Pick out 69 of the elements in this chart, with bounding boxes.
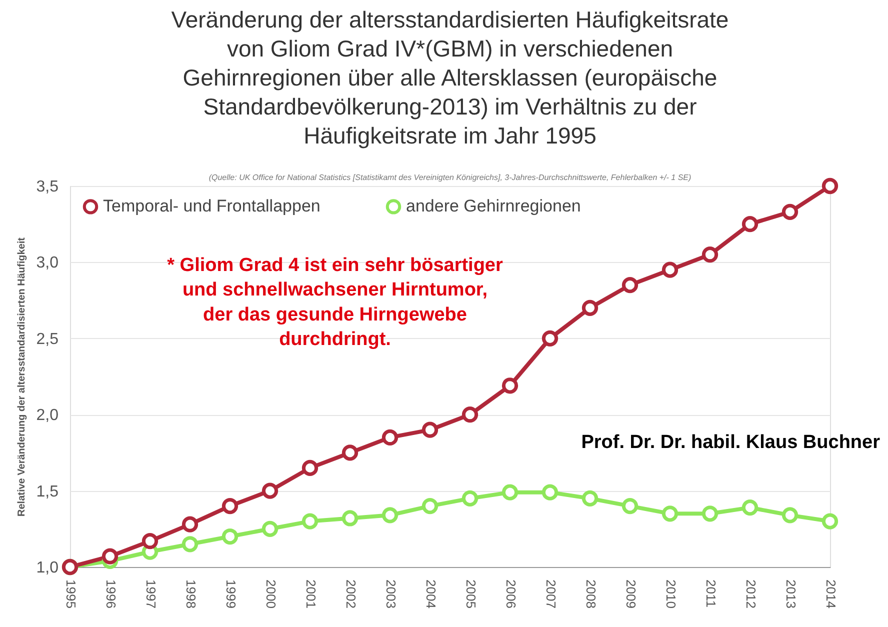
point — [342, 510, 358, 526]
text: (Quelle: UK Office for National Statistics [Statistikamt des Vereinigten Königreichs], 3-Jahres-Durchschnittswerte, Fehlerbalken +/- 1 SE) — [208, 173, 692, 182]
x-tick-label: 1999 — [224, 580, 238, 608]
x-tick-label: 2000 — [264, 580, 278, 608]
point — [702, 246, 718, 263]
x-tick-label: 2003 — [384, 580, 398, 608]
point — [702, 506, 718, 522]
x-tick-label: 2008 — [584, 580, 598, 608]
point — [222, 498, 238, 514]
x-tick-label: 1996 — [104, 580, 118, 608]
point — [782, 204, 798, 220]
chart-title: Veränderung der altersstandardisierten Häufigkeitsrate von Gliom Grad IV*(GBM) in verschiedenen Gehirnregionen über alle Altersklassen (europäische Standardbevölkerung-2013) im Verhältnis zu der Häufigkeitsrate im Jahr 1995 — [171, 6, 729, 149]
point — [382, 507, 398, 524]
point — [662, 262, 678, 278]
point — [382, 429, 398, 446]
point — [462, 490, 478, 506]
y-tick-label: 2,5 — [36, 330, 59, 348]
y-tick-label: 3,5 — [36, 178, 59, 196]
y-tick-label: 3,0 — [36, 254, 59, 272]
legend-label: Temporal- und Frontallappen — [103, 196, 320, 216]
point — [622, 276, 638, 294]
point — [822, 178, 838, 194]
x-tick-label: 2004 — [424, 580, 438, 608]
point — [102, 548, 118, 564]
x-tick-label: 2002 — [344, 580, 358, 608]
x-tick-label: 2010 — [664, 580, 678, 608]
point — [782, 507, 798, 524]
point — [302, 460, 318, 476]
point — [742, 500, 758, 516]
annotation: * Gliom Grad 4 ist ein sehr bösartiger und schnellwachsener Hirntumor, der das gesunde Hirngewebe durchdringt. — [167, 255, 504, 350]
x-tick-label: 2014 — [824, 580, 838, 608]
x-tick-label: 1997 — [144, 580, 158, 608]
point — [582, 300, 598, 316]
y-tick-label: 2,0 — [36, 407, 59, 424]
point — [822, 513, 838, 530]
x-tick-label: 2007 — [544, 580, 558, 608]
legend-label: andere Gehirnregionen — [406, 196, 581, 216]
point — [182, 516, 198, 532]
x-tick-label: 2005 — [464, 580, 478, 608]
y-axis-title: Relative Veränderung der altersstandardisierten Häufigkeit — [16, 236, 28, 516]
point — [502, 378, 518, 394]
point — [582, 490, 598, 506]
point — [742, 216, 758, 232]
point — [342, 444, 358, 461]
point — [262, 482, 278, 499]
x-tick-label: 2011 — [704, 580, 718, 608]
point — [142, 533, 158, 550]
point — [462, 406, 478, 423]
x-tick-label: 2001 — [304, 580, 318, 608]
x-tick-label: 1998 — [184, 580, 198, 608]
x-tick-label: 2009 — [624, 580, 638, 608]
y-tick-label: 1,0 — [36, 560, 59, 576]
point — [262, 520, 278, 537]
point — [302, 513, 318, 530]
point — [422, 498, 438, 514]
point — [622, 498, 638, 514]
x-tick-label: 2012 — [744, 580, 758, 608]
x-tick-label: 2006 — [504, 580, 518, 608]
point — [502, 484, 518, 500]
point — [542, 484, 558, 500]
x-tick-label: 2013 — [784, 580, 798, 608]
annotation: Prof. Dr. Dr. habil. Klaus Buchner — [581, 432, 881, 453]
x-tick-label: 1995 — [64, 580, 78, 608]
point — [222, 528, 238, 545]
point — [662, 506, 678, 522]
y-tick-label: 1,5 — [36, 483, 59, 500]
point — [422, 422, 438, 438]
point — [542, 330, 558, 346]
point — [182, 536, 198, 552]
